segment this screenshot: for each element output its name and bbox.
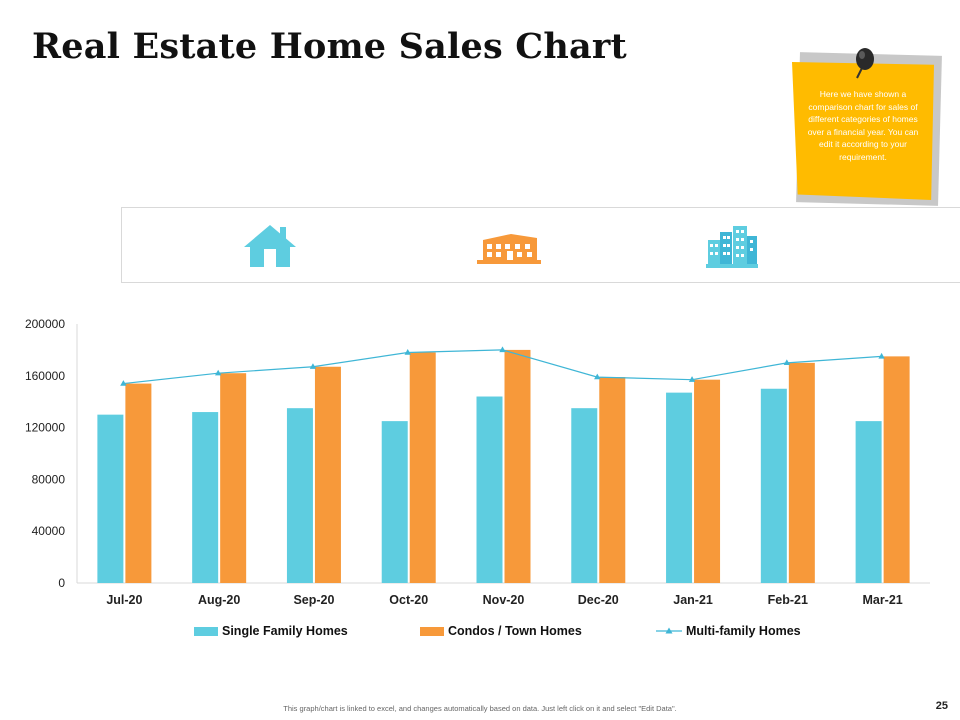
city-skyline-icon xyxy=(706,226,758,268)
legend-swatch-condos xyxy=(420,626,444,636)
pushpin-icon xyxy=(856,48,874,79)
bar-condos xyxy=(409,352,436,583)
slide-title: Real Estate Home Sales Chart xyxy=(32,26,627,67)
bar-single-family xyxy=(97,414,124,583)
x-tick-label: Jan-21 xyxy=(673,593,713,607)
x-tick-label: Aug-20 xyxy=(198,593,240,607)
x-tick-label: Sep-20 xyxy=(293,593,334,607)
x-tick-label: Oct-20 xyxy=(389,593,428,607)
y-tick-label: 120000 xyxy=(25,421,65,435)
bar-condos xyxy=(504,349,531,583)
bar-single-family xyxy=(286,408,313,583)
x-tick-label: Feb-21 xyxy=(768,593,808,607)
y-tick-label: 200000 xyxy=(25,317,65,331)
sales-chart: 0 40000 80000 120000 160000 200000 Jul-20 Aug-2… xyxy=(25,317,930,607)
y-tick-label: 40000 xyxy=(32,524,66,538)
marker-multi-family xyxy=(214,369,222,376)
marker-multi-family xyxy=(499,346,506,353)
bar-condos xyxy=(599,377,626,583)
y-tick-label: 80000 xyxy=(32,472,66,486)
legend-condos: Condos / Town Homes xyxy=(420,624,582,638)
marker-multi-family xyxy=(594,373,601,380)
marker-multi-family xyxy=(878,352,885,359)
bar-condos xyxy=(314,366,341,583)
bar-single-family xyxy=(855,421,882,583)
bar-condos xyxy=(883,356,910,583)
bar-condos xyxy=(125,383,152,583)
bar-single-family xyxy=(476,396,503,583)
legend-swatch-single-family xyxy=(194,626,218,636)
marker-multi-family xyxy=(688,376,696,382)
sticky-note-text: Here we have shown a comparison chart fo… xyxy=(792,62,934,200)
bar-single-family xyxy=(760,388,787,583)
legend-single-family: Single Family Homes xyxy=(194,624,348,638)
legend-label-multi-family: Multi-family Homes xyxy=(686,624,801,638)
legend-line-marker-icon xyxy=(656,627,682,634)
bar-condos xyxy=(220,373,247,583)
x-tick-label: Dec-20 xyxy=(578,593,619,607)
legend-multi-family: Multi-family Homes xyxy=(656,624,801,638)
apartment-building-icon xyxy=(477,234,541,264)
marker-multi-family xyxy=(309,363,317,369)
marker-multi-family xyxy=(783,359,791,366)
bar-single-family xyxy=(666,392,693,583)
house-icon xyxy=(244,225,296,267)
sticky-note: Here we have shown a comparison chart fo… xyxy=(790,46,942,210)
marker-multi-family xyxy=(120,380,127,386)
legend-label-single-family: Single Family Homes xyxy=(222,624,348,638)
y-tick-label: 160000 xyxy=(25,369,65,383)
marker-multi-family xyxy=(404,348,411,355)
x-tick-label: Nov-20 xyxy=(483,593,525,607)
icon-strip xyxy=(121,207,960,283)
bar-single-family xyxy=(381,421,408,583)
page-number: 25 xyxy=(935,700,948,712)
bar-condos xyxy=(694,379,721,583)
x-tick-label: Jul-20 xyxy=(106,593,142,607)
x-tick-label: Mar-21 xyxy=(862,593,902,607)
footer-note: This graph/chart is linked to excel, and… xyxy=(283,704,677,713)
bar-single-family xyxy=(571,408,598,583)
y-tick-label: 0 xyxy=(58,576,65,590)
bar-condos xyxy=(788,362,815,583)
bar-single-family xyxy=(192,412,219,583)
legend-label-condos: Condos / Town Homes xyxy=(448,624,582,638)
